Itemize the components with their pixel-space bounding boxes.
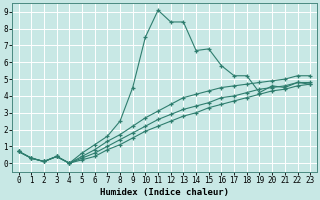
X-axis label: Humidex (Indice chaleur): Humidex (Indice chaleur) [100,188,229,197]
